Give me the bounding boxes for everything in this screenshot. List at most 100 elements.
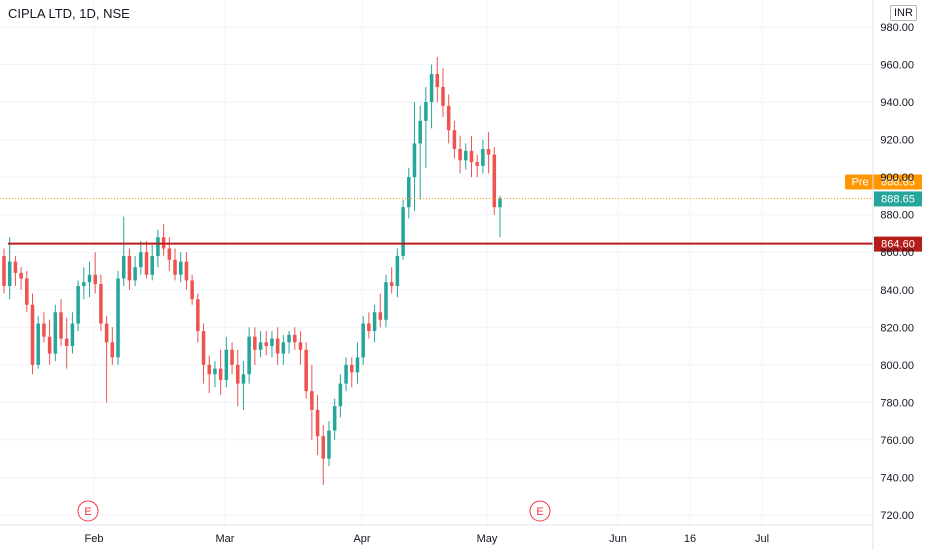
candle-body bbox=[332, 406, 337, 431]
candle-body bbox=[144, 252, 149, 275]
x-tick-label: Mar bbox=[216, 533, 235, 545]
level-value-text: 864.60 bbox=[881, 239, 915, 251]
earnings-marker[interactable]: E bbox=[77, 500, 99, 522]
currency-button[interactable]: INR bbox=[890, 5, 917, 21]
candle-body bbox=[270, 338, 274, 347]
candle-body bbox=[378, 312, 383, 320]
candle-body bbox=[207, 364, 212, 375]
candle-body bbox=[127, 255, 132, 281]
candle-body bbox=[310, 391, 314, 410]
candle-body bbox=[76, 286, 80, 324]
candle-body bbox=[486, 149, 491, 155]
y-tick-label: 820.00 bbox=[880, 322, 914, 334]
candle-body bbox=[355, 357, 360, 373]
candle-body bbox=[361, 323, 365, 358]
pre-badge-text: Pre bbox=[851, 176, 868, 188]
candle-body bbox=[464, 150, 468, 161]
candle-body bbox=[407, 177, 411, 208]
earnings-marker[interactable]: E bbox=[529, 500, 551, 522]
candle-body bbox=[481, 149, 485, 166]
candle-body bbox=[178, 261, 183, 275]
candle-body bbox=[458, 149, 462, 161]
candle-body bbox=[150, 255, 154, 275]
candle-body bbox=[264, 342, 269, 347]
candle-body bbox=[429, 73, 434, 103]
candle-body bbox=[13, 261, 18, 273]
earnings-circle bbox=[77, 500, 99, 522]
x-tick-label: Apr bbox=[353, 533, 370, 545]
x-tick-label: Feb bbox=[85, 533, 104, 545]
candle-body bbox=[235, 364, 240, 384]
candle-body bbox=[344, 364, 348, 384]
y-tick-label: 860.00 bbox=[880, 247, 914, 259]
candle-body bbox=[110, 342, 115, 358]
candle-body bbox=[452, 130, 457, 149]
candle-body bbox=[469, 150, 474, 163]
candle-body bbox=[412, 143, 417, 178]
last-value-text: 888.65 bbox=[881, 193, 915, 205]
candle-body bbox=[30, 304, 35, 365]
candle-body bbox=[104, 323, 109, 343]
candle-body bbox=[196, 299, 200, 332]
candle-body bbox=[121, 255, 126, 279]
earnings-circle bbox=[529, 500, 551, 522]
candle-body bbox=[304, 349, 308, 392]
candle-body bbox=[70, 323, 75, 347]
pre-value-text: 888.65 bbox=[881, 176, 915, 188]
earnings-label: E bbox=[536, 506, 543, 518]
candle-body bbox=[99, 284, 103, 324]
candle-body bbox=[116, 278, 120, 358]
candle-body bbox=[281, 342, 286, 354]
candle-body bbox=[218, 368, 223, 380]
candle-body bbox=[287, 334, 291, 343]
earnings-label: E bbox=[84, 506, 91, 518]
y-tick-label: 940.00 bbox=[880, 97, 914, 109]
candle-body bbox=[47, 336, 52, 354]
candle-body bbox=[258, 342, 263, 350]
candle-body bbox=[418, 120, 422, 144]
candle-body bbox=[82, 282, 86, 287]
candle-body bbox=[492, 154, 497, 208]
candle-body bbox=[167, 248, 172, 260]
candle-body bbox=[384, 282, 388, 320]
y-tick-label: 980.00 bbox=[880, 22, 914, 34]
y-tick-label: 960.00 bbox=[880, 60, 914, 72]
candle-body bbox=[173, 259, 177, 275]
chart-title: CIPLA LTD, 1D, NSE bbox=[8, 6, 130, 21]
candle-body bbox=[93, 274, 97, 285]
y-tick-label: 880.00 bbox=[880, 210, 914, 222]
y-tick-label: 840.00 bbox=[880, 285, 914, 297]
candle-body bbox=[367, 323, 371, 332]
candle-body bbox=[230, 349, 234, 365]
candle-body bbox=[350, 364, 354, 373]
candle-body bbox=[372, 312, 377, 332]
x-tick-label: May bbox=[477, 533, 498, 545]
y-tick-label: 780.00 bbox=[880, 397, 914, 409]
candle-body bbox=[36, 323, 40, 365]
y-tick-label: 740.00 bbox=[880, 472, 914, 484]
candle-body bbox=[498, 198, 502, 208]
candle-body bbox=[53, 312, 58, 354]
candle-body bbox=[184, 261, 189, 281]
level-value-box bbox=[874, 236, 922, 252]
candle-body bbox=[7, 261, 12, 287]
candle-body bbox=[190, 280, 194, 300]
candle-body bbox=[87, 274, 92, 283]
last-value-box bbox=[874, 191, 922, 207]
y-tick-label: 760.00 bbox=[880, 435, 914, 447]
y-tick-label: 720.00 bbox=[880, 510, 914, 522]
candle-body bbox=[156, 237, 160, 256]
candle-body bbox=[338, 383, 343, 407]
chart-grid bbox=[0, 0, 873, 525]
x-tick-label: Jul bbox=[755, 533, 769, 545]
candle-body bbox=[201, 331, 206, 365]
candles-layer bbox=[2, 57, 502, 485]
x-tick-label: 16 bbox=[684, 533, 696, 545]
overlay-layer: Pre 888.65 888.65 864.60 E E bbox=[0, 174, 922, 522]
candle-body bbox=[64, 338, 69, 347]
candle-body bbox=[25, 278, 29, 305]
candle-body bbox=[435, 73, 440, 88]
last-price-label: 888.65 bbox=[874, 191, 922, 207]
